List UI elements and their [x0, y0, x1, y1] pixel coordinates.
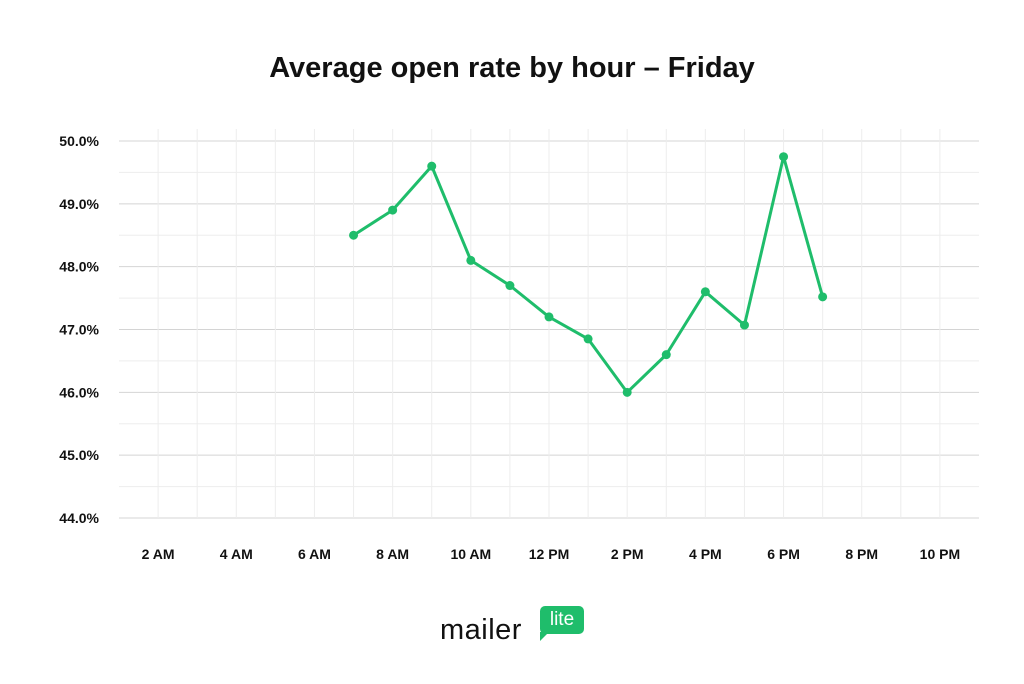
line-chart: 44.0% 45.0% 46.0% 47.0% 48.0% 49.0% 50.0% 2 AM… — [59, 129, 979, 562]
x-tick-label: 2 AM — [142, 546, 175, 562]
data-point — [583, 334, 593, 344]
x-tick-label: 8 PM — [845, 546, 878, 562]
brand-badge-tail — [540, 632, 549, 641]
x-tick-label: 6 AM — [298, 546, 331, 562]
chart-grid — [119, 129, 979, 519]
data-point — [622, 387, 632, 397]
y-tick-label: 44.0% — [59, 510, 99, 526]
data-point — [661, 350, 671, 360]
data-point — [505, 281, 515, 291]
data-point — [427, 161, 437, 171]
y-tick-label: 50.0% — [59, 133, 99, 149]
y-axis: 44.0% 45.0% 46.0% 47.0% 48.0% 49.0% 50.0% — [59, 133, 99, 526]
y-tick-label: 49.0% — [59, 196, 99, 212]
x-tick-label: 10 AM — [450, 546, 491, 562]
data-point — [349, 230, 359, 240]
x-tick-label: 8 AM — [376, 546, 409, 562]
brand-word: mailer — [440, 614, 522, 646]
data-point — [739, 320, 749, 330]
data-point — [779, 152, 789, 162]
data-point — [700, 287, 710, 297]
x-tick-label: 2 PM — [611, 546, 644, 562]
series-layer — [349, 152, 828, 397]
y-tick-label: 45.0% — [59, 447, 99, 463]
x-tick-label: 4 AM — [220, 546, 253, 562]
y-tick-label: 47.0% — [59, 322, 99, 338]
data-point — [466, 255, 476, 265]
mailerlite-logo: mailer lite — [440, 604, 590, 646]
data-point — [544, 312, 554, 322]
x-tick-label: 4 PM — [689, 546, 722, 562]
y-tick-label: 46.0% — [59, 384, 99, 400]
x-tick-label: 6 PM — [767, 546, 800, 562]
data-point — [818, 292, 828, 302]
y-tick-label: 48.0% — [59, 259, 99, 275]
data-point — [388, 205, 398, 215]
x-axis: 2 AM 4 AM 6 AM 8 AM 10 AM 12 PM 2 PM 4 PM 6 PM 8 … — [142, 546, 961, 562]
x-tick-label: 12 PM — [529, 546, 569, 562]
x-tick-label: 10 PM — [920, 546, 960, 562]
brand-badge: lite — [540, 606, 584, 634]
chart-title: Average open rate by hour – Friday — [269, 52, 755, 84]
